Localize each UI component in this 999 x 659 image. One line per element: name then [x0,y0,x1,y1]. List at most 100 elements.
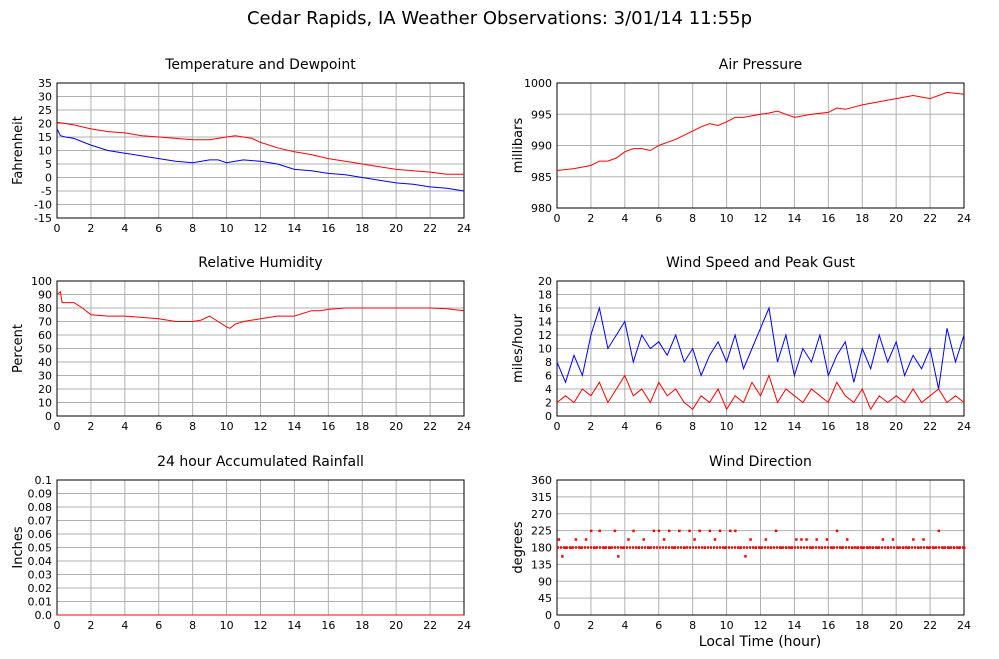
data-point [708,529,712,533]
x-tick-label: 16 [321,619,335,632]
y-tick-label: 8 [545,356,552,369]
y-axis-label: Percent [11,324,26,373]
y-tick-label: 0.07 [28,515,53,528]
x-tick-label: 4 [121,619,128,632]
x-axis-title: Local Time (hour) [698,634,822,650]
x-tick-label: 14 [787,212,801,225]
series-line [556,91,965,171]
y-axis-label: millibars [511,118,526,174]
x-tick-label: 6 [155,619,162,632]
x-tick-label: 6 [655,212,662,225]
data-point [764,538,768,541]
data-point [912,538,915,541]
x-tick-label: 12 [254,222,268,235]
data-point [557,538,561,541]
data-point [942,546,946,549]
y-tick-label: 0 [545,410,552,423]
x-tick-label: 12 [754,420,768,433]
data-point [845,538,849,541]
x-tick-label: 16 [821,619,835,632]
y-tick-label: 70 [38,316,52,329]
y-tick-label: 10 [538,343,552,356]
y-tick-label: 985 [531,171,552,184]
y-tick-label: 995 [531,108,552,121]
y-tick-label: 35 [38,77,52,90]
chart-title: Air Pressure [719,57,802,73]
x-tick-label: 4 [621,212,628,225]
x-tick-label: 8 [689,212,696,225]
x-tick-label: 18 [355,619,369,632]
data-point [662,538,666,541]
data-point [564,546,567,549]
series-line [556,374,965,411]
data-point [795,538,798,541]
x-tick-label: 10 [720,619,734,632]
data-point [718,529,722,533]
y-tick-label: 0 [545,609,552,622]
data-point [779,546,783,549]
x-tick-label: 2 [587,212,594,225]
data-point [627,538,630,541]
data-point [881,538,885,541]
data-point [698,529,701,533]
data-point [927,546,930,549]
chart-title: Wind Direction [709,454,812,470]
y-tick-label: 990 [531,140,552,153]
y-tick-label: 50 [38,343,52,356]
x-tick-label: 0 [554,420,561,433]
y-tick-label: 90 [538,575,552,588]
y-tick-label: 1000 [524,77,552,90]
data-point [876,546,880,549]
data-point [688,529,691,533]
y-tick-label: 12 [538,329,552,342]
data-point [613,529,617,533]
data-point [642,538,645,541]
data-point [810,546,813,549]
y-axis-label: Inches [11,526,26,568]
x-tick-label: 22 [923,619,937,632]
x-tick-label: 24 [457,420,471,433]
y-tick-label: 30 [38,370,52,383]
data-point [815,538,818,541]
x-tick-label: 4 [621,420,628,433]
x-tick-label: 20 [389,619,403,632]
x-tick-label: 10 [720,212,734,225]
x-tick-label: 24 [457,222,471,235]
x-tick-label: 24 [957,212,971,225]
data-point [896,546,900,549]
y-tick-label: 4 [545,383,552,396]
y-tick-label: 315 [531,491,552,504]
data-point [589,529,593,533]
x-tick-label: 2 [87,420,94,433]
y-tick-label: -15 [34,212,52,225]
x-tick-label: 0 [554,212,561,225]
y-tick-label: 90 [38,289,52,302]
x-tick-label: 12 [254,619,268,632]
data-point [891,538,895,541]
x-tick-label: 12 [254,420,268,433]
y-tick-label: 135 [531,558,552,571]
y-tick-label: 0.1 [35,474,53,487]
data-point [632,529,635,533]
series-line [56,121,464,175]
y-tick-label: -5 [41,185,52,198]
y-tick-label: 225 [531,525,552,538]
y-tick-label: 100 [31,275,52,288]
x-tick-label: 14 [787,619,801,632]
x-tick-label: 22 [423,222,437,235]
y-tick-label: 10 [38,397,52,410]
y-tick-label: 10 [38,145,52,158]
x-tick-label: 4 [621,619,628,632]
y-tick-label: 360 [531,474,552,487]
x-tick-label: 20 [889,619,903,632]
data-point [835,529,839,533]
y-axis-label: Fahrenheit [11,116,26,185]
y-tick-label: 0.03 [28,569,53,582]
x-tick-label: 14 [287,420,301,433]
y-tick-label: 20 [538,275,552,288]
x-tick-label: 0 [54,420,61,433]
x-tick-label: 20 [389,420,403,433]
